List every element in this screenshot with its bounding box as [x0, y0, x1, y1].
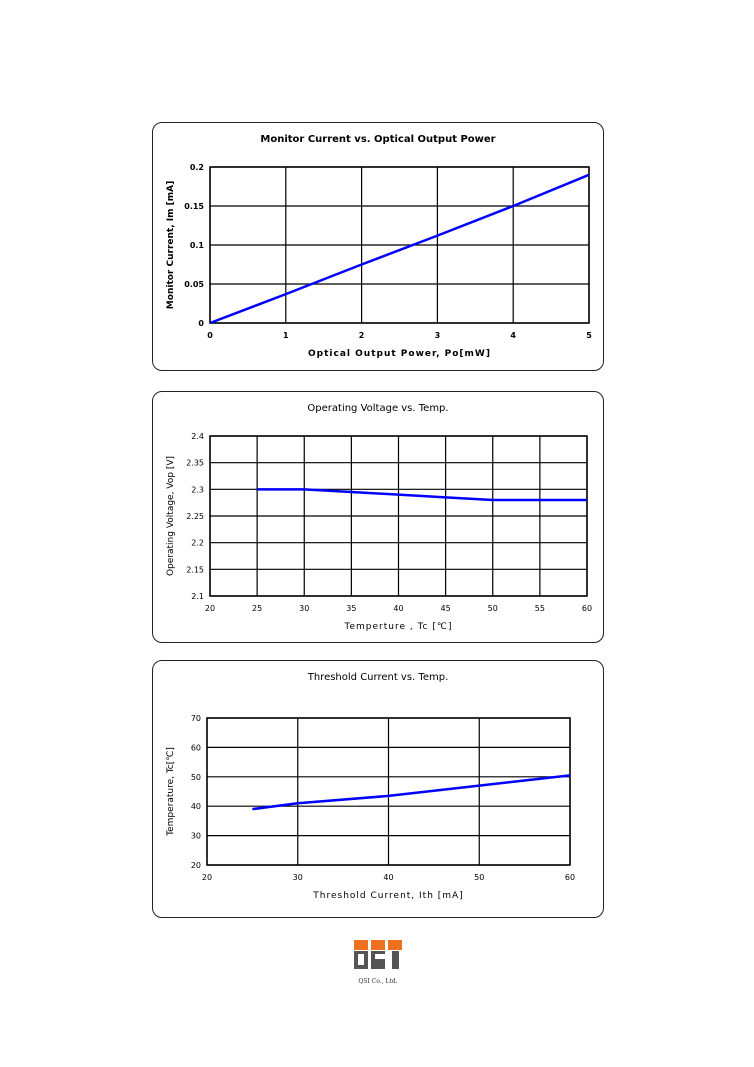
chart-monitor-current: Monitor Current vs. Optical Output Power… — [152, 122, 604, 371]
plot-area — [209, 166, 590, 324]
x-tick-label: 40 — [393, 604, 403, 613]
x-tick-label: 50 — [488, 604, 498, 613]
plot-area — [209, 435, 588, 597]
x-axis-label: Optical Output Power, Po[mW] — [308, 349, 491, 359]
x-tick-label: 3 — [435, 331, 441, 340]
y-tick-label: 2.3 — [191, 485, 204, 494]
chart-svg: Monitor Current vs. Optical Output Power… — [166, 134, 592, 359]
chart-svg: Threshold Current vs. Temp. 20 30 40 50 60 20 3… — [166, 672, 575, 901]
chart-title: Operating Voltage vs. Temp. — [307, 403, 448, 414]
y-tick-label: 50 — [191, 773, 201, 782]
series-line — [252, 774, 571, 811]
y-tick-label: 0 — [198, 319, 204, 328]
x-tick-label: 35 — [346, 604, 356, 613]
y-tick-label: 2.4 — [191, 432, 204, 441]
y-tick-label: 70 — [191, 714, 201, 723]
y-tick-label: 2.1 — [191, 592, 204, 601]
chart-title: Threshold Current vs. Temp. — [307, 672, 449, 683]
company-logo: QSI Co., Ltd. — [352, 938, 404, 985]
x-tick-label: 20 — [202, 873, 212, 882]
chart-title: Monitor Current vs. Optical Output Power — [260, 134, 495, 145]
qsi-logo-icon — [354, 940, 402, 969]
y-tick-label: 2.15 — [186, 565, 204, 574]
y-tick-label: 40 — [191, 802, 201, 811]
x-tick-label: 30 — [299, 604, 309, 613]
y-tick-label: 2.25 — [186, 512, 204, 521]
chart-threshold-current: Threshold Current vs. Temp. 20 30 40 50 60 20 3… — [152, 660, 604, 918]
series-line — [209, 173, 590, 325]
x-tick-label: 60 — [565, 873, 575, 882]
x-tick-label: 60 — [582, 604, 592, 613]
x-tick-label: 5 — [586, 331, 592, 340]
x-tick-label: 50 — [474, 873, 484, 882]
x-tick-label: 20 — [205, 604, 215, 613]
y-tick-label: 20 — [191, 861, 201, 870]
logo-caption: QSI Co., Ltd. — [358, 978, 398, 985]
y-axis-label: Monitor Current, Im [mA] — [166, 181, 176, 309]
y-tick-label: 0.05 — [184, 280, 204, 289]
chart-svg: Operating Voltage vs. Temp. 20 25 30 35 40 45 5… — [166, 403, 592, 632]
chart-operating-voltage: Operating Voltage vs. Temp. 20 25 30 35 40 45 5… — [152, 391, 604, 643]
y-tick-label: 0.1 — [190, 241, 205, 250]
x-tick-label: 25 — [252, 604, 262, 613]
x-tick-label: 0 — [207, 331, 213, 340]
y-tick-label: 30 — [191, 832, 201, 841]
y-axis-label: Temperature, Tc[℃] — [166, 747, 176, 837]
x-tick-label: 55 — [535, 604, 545, 613]
x-axis-label: Threshold Current, Ith [mA] — [312, 891, 463, 901]
y-tick-label: 60 — [191, 743, 201, 752]
y-tick-label: 2.2 — [191, 539, 204, 548]
x-tick-label: 1 — [283, 331, 289, 340]
y-axis-label: Operating Voltage, Vop [V] — [166, 456, 176, 576]
y-tick-label: 2.35 — [186, 459, 204, 468]
x-tick-label: 2 — [359, 331, 365, 340]
x-tick-label: 40 — [383, 873, 393, 882]
series-line — [257, 488, 587, 502]
y-tick-label: 0.2 — [190, 163, 204, 172]
x-axis-label: Temperture , Tc [℃] — [344, 622, 453, 632]
x-tick-label: 45 — [441, 604, 451, 613]
x-tick-label: 4 — [510, 331, 516, 340]
x-tick-label: 30 — [293, 873, 303, 882]
plot-area — [206, 717, 571, 866]
y-tick-label: 0.15 — [184, 202, 204, 211]
